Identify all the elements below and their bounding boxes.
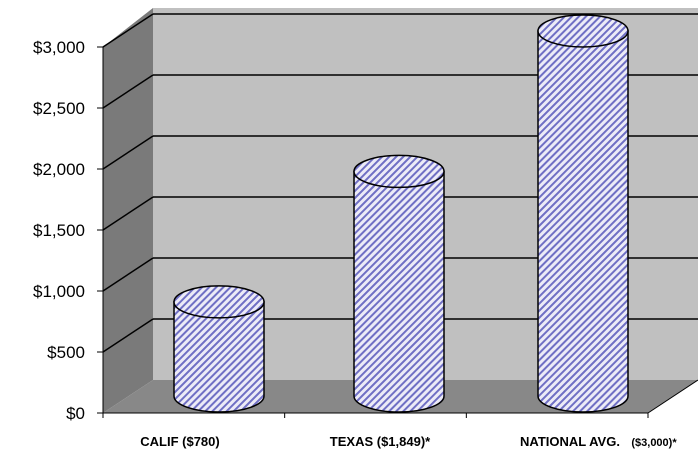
- gridline-side: [102, 74, 154, 109]
- bar-top: [353, 154, 445, 189]
- chart-side-wall: [103, 8, 153, 413]
- category-label: NATIONAL AVG.: [520, 434, 620, 449]
- gridline-side: [102, 257, 154, 292]
- gridline-side: [102, 318, 154, 353]
- y-tick-label: $500: [47, 343, 85, 362]
- gridline-side: [102, 135, 154, 170]
- bar-1: [173, 285, 265, 413]
- y-tick-label: $1,000: [33, 282, 85, 301]
- x-axis-right-edge: [647, 379, 698, 414]
- bar-body: [353, 170, 445, 413]
- y-tick-label: $3,000: [33, 38, 85, 57]
- bar-body: [537, 30, 629, 413]
- y-tick-label: $2,000: [33, 160, 85, 179]
- y-tick-label: $2,500: [33, 99, 85, 118]
- bar-top: [537, 14, 629, 48]
- gridline-side: [102, 13, 154, 48]
- bar-top: [173, 285, 265, 319]
- y-tick-label: $0: [66, 404, 85, 423]
- y-axis-ticks: $0 $500 $1,000 $1,500 $2,000 $2,500 $3,000: [33, 38, 649, 423]
- bar-2: [353, 154, 445, 413]
- gridline-side: [102, 196, 154, 231]
- category-label: TEXAS ($1,849)*: [330, 434, 431, 449]
- category-label-suffix: ($3,000)*: [631, 437, 677, 449]
- bars: [173, 14, 629, 413]
- bar-body: [173, 301, 265, 413]
- category-label: CALIF ($780): [140, 434, 219, 449]
- x-axis-labels: CALIF ($780) TEXAS ($1,849)* NATIONAL AVG.…: [140, 434, 677, 449]
- y-tick-label: $1,500: [33, 221, 85, 240]
- bar-3: [537, 14, 629, 413]
